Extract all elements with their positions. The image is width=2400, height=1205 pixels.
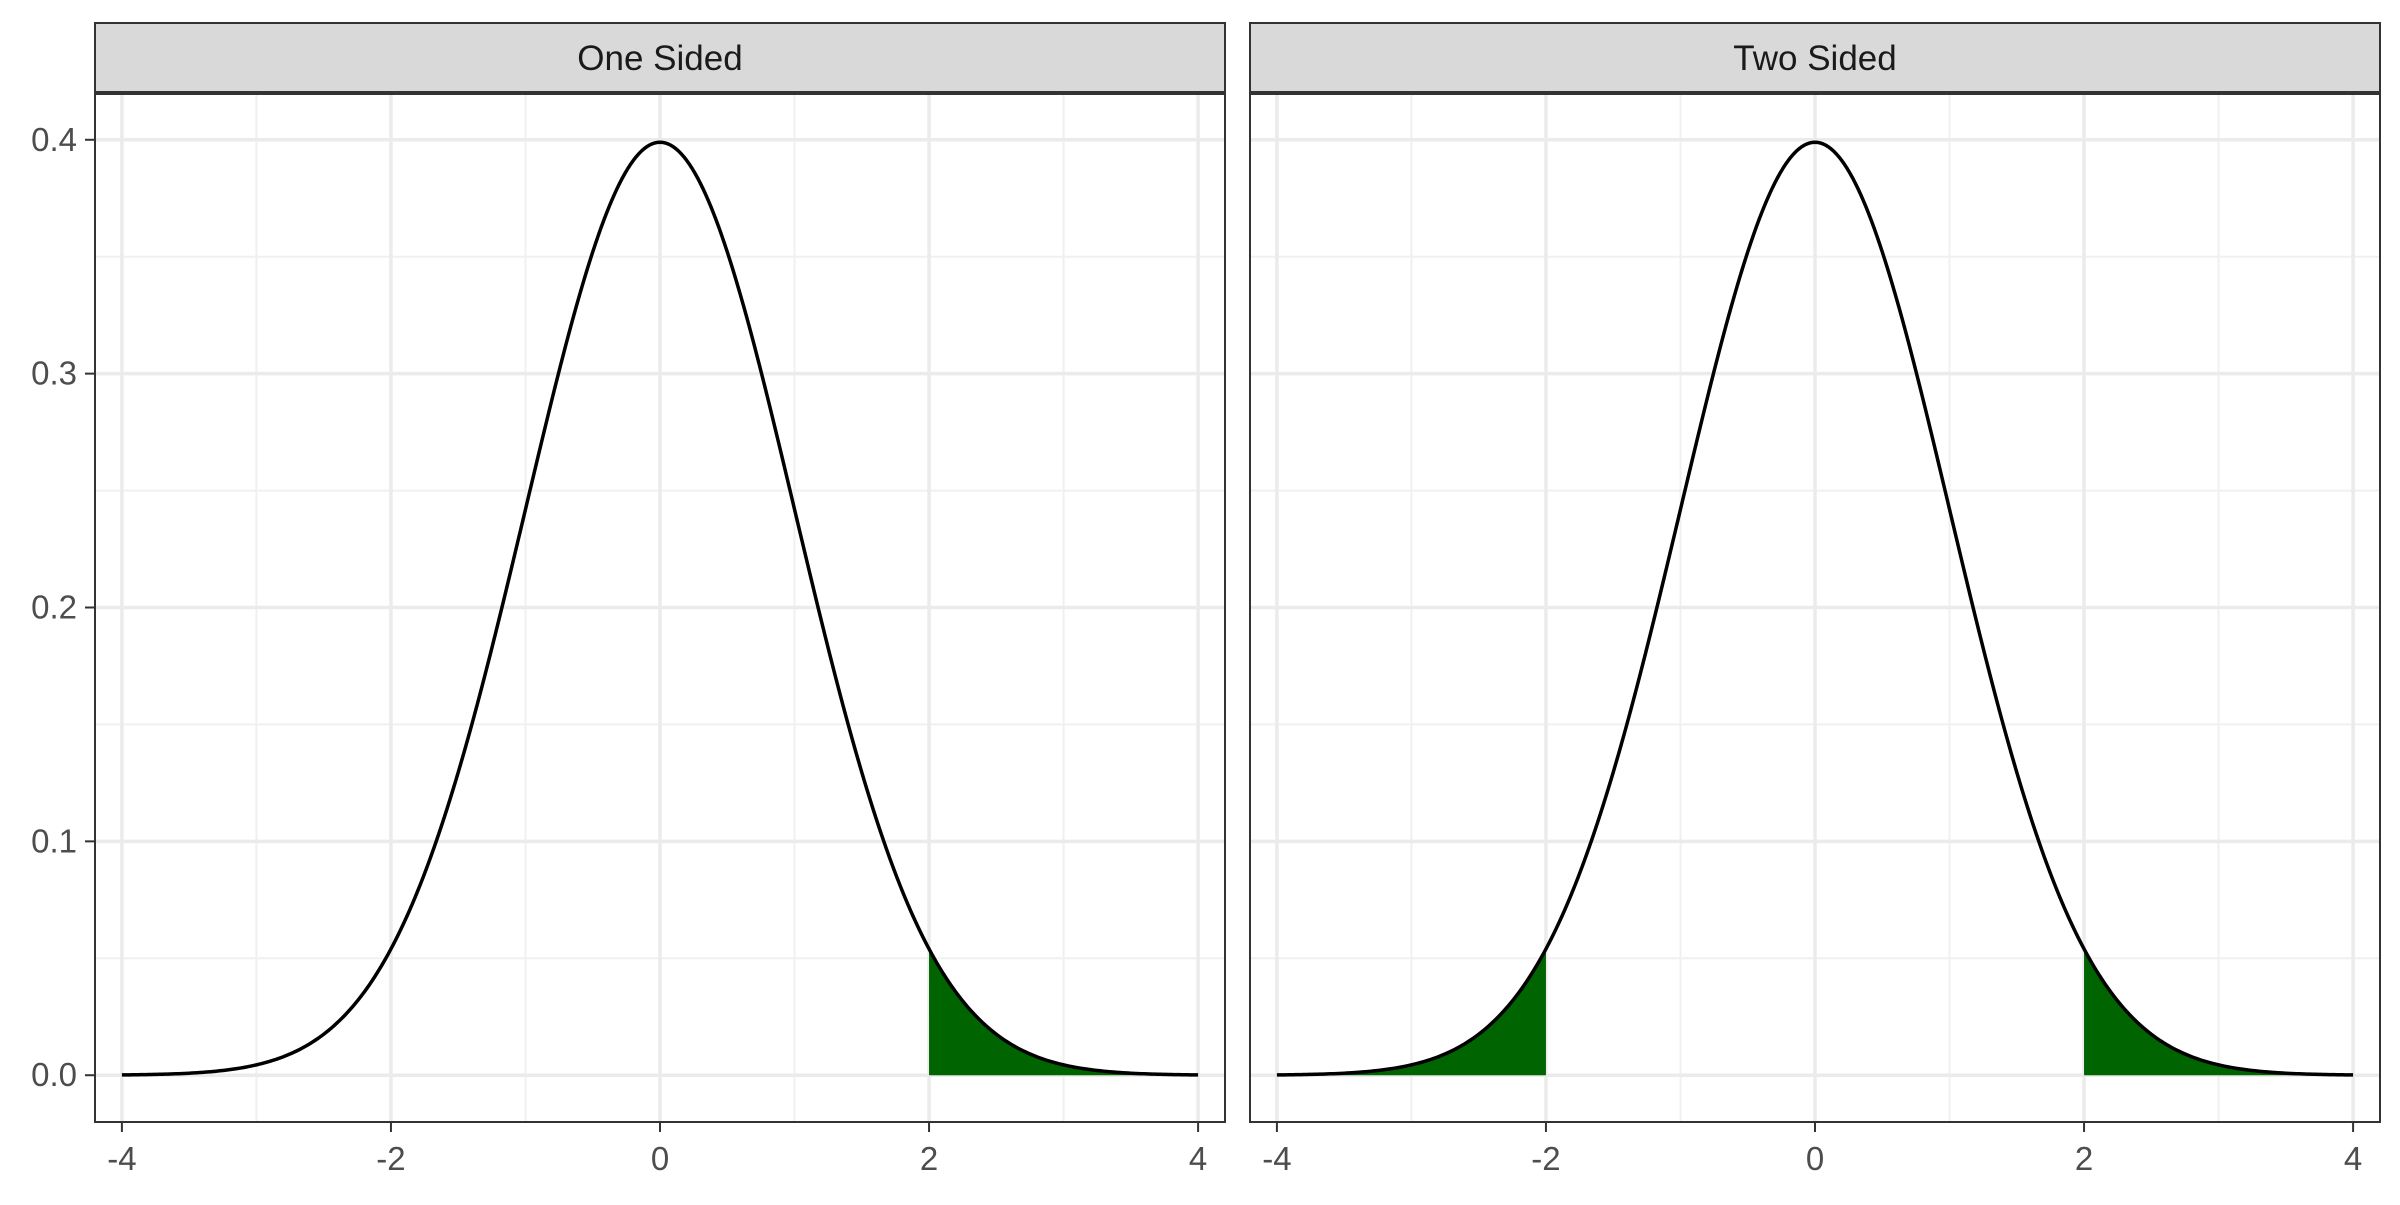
x-tick-label: -2 — [1531, 1140, 1560, 1177]
facet-strip — [94, 22, 1226, 94]
density-curve-line — [1276, 140, 2354, 1077]
y-tick-label: 0.1 — [31, 822, 77, 859]
facet-strip — [1249, 22, 2381, 94]
panel-one-sided: One Sided -4 -2 0 2 4 0.0 0.1 0.2 0.3 0.4 — [31, 22, 1226, 1177]
shaded-tail-region — [929, 948, 1199, 1076]
panel-two-sided: Two Sided -4 -2 0 2 4 — [1249, 22, 2381, 1177]
x-tick-label: 0 — [1806, 1140, 1824, 1177]
x-tick-label: 4 — [2344, 1140, 2362, 1177]
facet-title: Two Sided — [1733, 39, 1896, 78]
x-tick-label: 2 — [2075, 1140, 2093, 1177]
y-tick-label: 0.2 — [31, 589, 77, 626]
y-tick-label: 0.0 — [31, 1056, 77, 1093]
shaded-tail-region — [2084, 948, 2354, 1076]
y-tick-label: 0.4 — [31, 121, 77, 158]
x-tick-label: 2 — [920, 1140, 938, 1177]
x-tick-label: -4 — [1262, 1140, 1291, 1177]
shaded-tail-region — [1276, 948, 1546, 1076]
x-tick-label: -4 — [107, 1140, 136, 1177]
x-tick-label: -2 — [376, 1140, 405, 1177]
y-tick-label: 0.3 — [31, 355, 77, 392]
density-curve-line — [121, 140, 1199, 1077]
x-tick-label: 4 — [1189, 1140, 1207, 1177]
x-tick-label: 0 — [651, 1140, 669, 1177]
facet-title: One Sided — [577, 39, 742, 78]
